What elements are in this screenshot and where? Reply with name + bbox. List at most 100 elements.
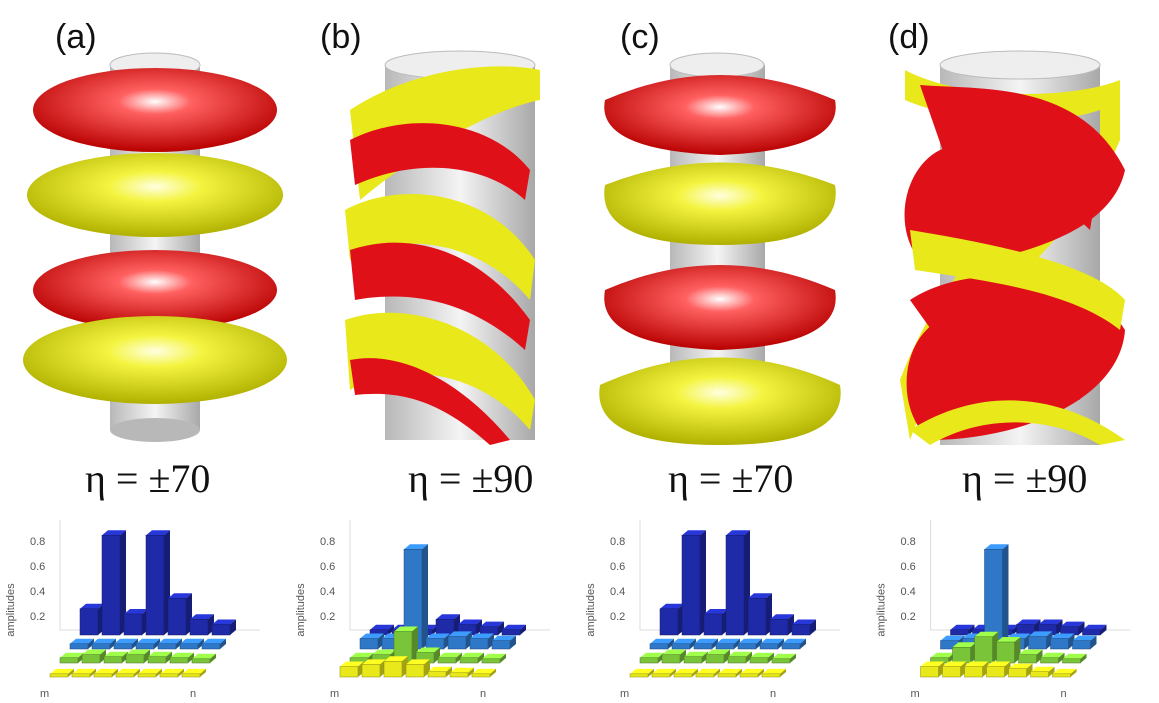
grid-wall — [930, 520, 1131, 631]
bar-top — [950, 624, 975, 630]
bar-top — [82, 649, 106, 655]
bar — [167, 598, 187, 636]
bar-side — [498, 621, 504, 635]
bar — [964, 666, 983, 678]
bar — [103, 656, 123, 664]
bar-top — [974, 631, 999, 637]
bar-top — [952, 642, 977, 648]
bar — [1028, 636, 1047, 650]
y-tick-label: 0.4 — [610, 586, 625, 598]
bar-side — [144, 649, 150, 663]
bar — [683, 656, 703, 664]
y-tick-label: 0.6 — [610, 561, 625, 573]
y-tick-label: 0.8 — [320, 536, 335, 548]
bar-top — [762, 668, 786, 674]
bar-side — [1090, 635, 1097, 649]
bar-side — [88, 638, 94, 649]
bar — [703, 613, 723, 636]
bar-top — [192, 653, 216, 659]
structure-illustration — [345, 50, 540, 445]
bar-side — [1036, 649, 1043, 663]
bar-side — [166, 651, 172, 663]
bar-top — [124, 609, 148, 614]
bar — [986, 666, 1005, 678]
bar — [427, 671, 447, 678]
bar-top — [458, 619, 482, 625]
bar-side — [520, 624, 526, 635]
bar-side — [756, 638, 762, 649]
bar-top — [652, 668, 676, 674]
bar-side — [724, 649, 730, 663]
bar — [693, 643, 713, 650]
bar-top — [1060, 621, 1085, 627]
x-axis-label: n — [190, 688, 196, 700]
bar — [81, 654, 101, 664]
bar-side — [746, 651, 752, 663]
bar-top — [482, 653, 506, 659]
bar — [769, 619, 789, 636]
bar-top — [1052, 668, 1077, 674]
bar — [671, 643, 691, 650]
bar — [747, 598, 767, 636]
x-axis-label: n — [480, 688, 486, 700]
bar-side — [668, 638, 674, 649]
y-axis-label: amplitudes — [5, 583, 17, 637]
bar-side — [456, 652, 462, 663]
bar-top — [394, 626, 418, 632]
panel-a: (a) η = ±70 amplitudes 0.8 0.6 0.4 0 — [0, 0, 290, 703]
bar-side — [68, 668, 74, 677]
bar-side — [112, 668, 118, 677]
y-tick-label: 0.8 — [610, 536, 625, 548]
bar — [135, 643, 155, 650]
bar-side — [388, 624, 394, 635]
bar — [781, 643, 801, 650]
bar-top — [1030, 666, 1055, 672]
y-tick-label: 0.2 — [610, 611, 625, 623]
bar — [1018, 654, 1037, 664]
bar-side — [210, 653, 216, 663]
bar — [405, 664, 425, 678]
bar-side — [178, 668, 184, 677]
bar-side — [1026, 663, 1033, 677]
bar — [996, 641, 1015, 664]
bar — [59, 657, 79, 664]
bar-side — [734, 638, 740, 649]
bar-top — [136, 638, 160, 644]
bar-top — [470, 633, 494, 639]
bar-top — [760, 638, 784, 644]
bar — [920, 666, 939, 678]
y-tick-label: 0.8 — [901, 536, 916, 548]
bar — [491, 640, 511, 650]
bar-top — [492, 635, 516, 641]
bar-side — [778, 638, 784, 649]
bar-side — [1080, 653, 1087, 663]
bar-top — [438, 652, 462, 658]
bar-side — [758, 668, 764, 677]
panel-d: (d) η = ±90 amplitudes 0.8 0.6 0.4 0.2 n m — [870, 0, 1159, 703]
bar-top — [182, 668, 206, 674]
bar-top — [1072, 635, 1097, 641]
bar — [359, 638, 379, 650]
bar-top — [718, 668, 742, 674]
y-tick-label: 0.2 — [901, 611, 916, 623]
bar — [425, 638, 445, 650]
bar-top — [1028, 631, 1053, 637]
bar-side — [110, 638, 116, 649]
panel-label: (a) — [55, 18, 97, 56]
bar — [715, 643, 735, 650]
bar-top — [694, 638, 718, 644]
bar — [201, 643, 221, 650]
y-tick-label: 0.4 — [320, 586, 335, 598]
bar-side — [500, 653, 506, 663]
bar — [1072, 640, 1091, 650]
bar — [69, 643, 89, 650]
bar-side — [230, 619, 236, 635]
bar-top — [92, 638, 116, 644]
bar-top — [362, 659, 386, 665]
bar-top — [1050, 633, 1075, 639]
bar-top — [940, 635, 965, 641]
bar-top — [1008, 663, 1033, 669]
bar-top — [986, 661, 1011, 667]
bar-top — [168, 593, 192, 599]
bar — [123, 613, 143, 636]
